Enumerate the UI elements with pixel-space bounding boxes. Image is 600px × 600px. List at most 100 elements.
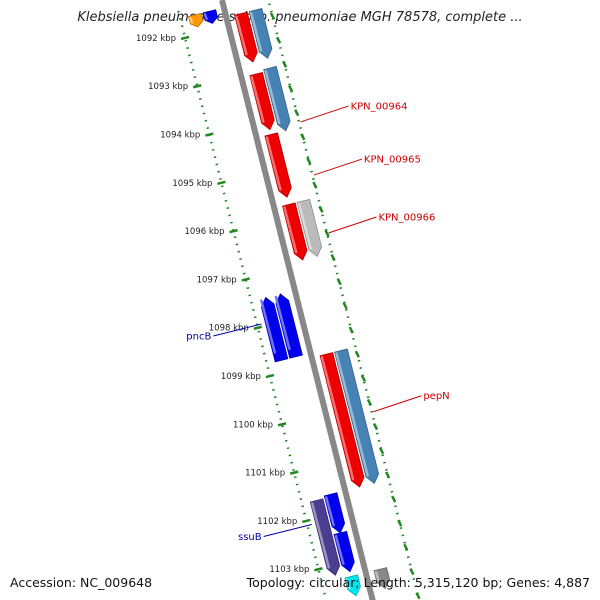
gene-highlight (265, 136, 282, 191)
gene-arrow[interactable] (319, 352, 365, 488)
ruler-major-tick (277, 422, 287, 427)
ruler-minor-tick (294, 109, 300, 117)
ruler-minor-tick (312, 181, 318, 189)
ruler-minor-tick (403, 543, 409, 551)
topology-text: Topology: circular; Length: 5,315,120 bp… (246, 575, 590, 590)
ruler-minor-tick (336, 278, 342, 286)
gene-highlight (203, 13, 208, 20)
gene-highlight (264, 69, 281, 125)
map-title: Klebsiella pneumoniae subsp. pneumoniae … (77, 10, 523, 25)
gene-arrow[interactable] (202, 9, 218, 24)
gene-feature[interactable] (274, 293, 303, 359)
gene-label-leader (263, 524, 312, 537)
gene-arrow[interactable] (334, 348, 380, 485)
gene-label-pepn[interactable]: pepN (423, 391, 449, 402)
tick-label: 1094 kbp (160, 131, 200, 141)
gene-arrow[interactable] (263, 65, 291, 132)
ruler-minor-tick (306, 157, 312, 165)
gene-feature[interactable] (333, 530, 355, 573)
gene-label-kpn-00965[interactable]: KPN_00965 (364, 155, 421, 166)
gene-feature[interactable] (263, 65, 291, 132)
gene-label-leader (328, 216, 377, 234)
gene-highlight (189, 16, 194, 24)
gene-highlight (335, 352, 369, 477)
gene-highlight (374, 570, 380, 583)
ruler-layer: 1092 kbp 1093 kbp 1094 kbp 1095 kbp 1096 kbp… (136, 0, 421, 600)
ruler-minor-tick (409, 567, 415, 576)
gene-arrow[interactable] (373, 567, 391, 590)
ruler-minor-tick (342, 302, 348, 310)
gene-feature[interactable] (334, 348, 380, 485)
gene-label-leader (213, 323, 262, 337)
gene-arrow[interactable] (296, 198, 323, 258)
gene-arrow[interactable] (234, 11, 258, 63)
gene-feature[interactable] (323, 492, 346, 534)
ruler-minor-tick (385, 471, 391, 479)
gene-arrow[interactable] (249, 72, 275, 131)
ruler-major-tick (289, 470, 299, 475)
gene-feature[interactable] (296, 198, 323, 258)
gene-label-leader (373, 395, 422, 413)
gene-feature[interactable] (344, 574, 361, 597)
tick-label: 1097 kbp (197, 275, 237, 285)
tick-label: 1103 kbp (269, 565, 309, 575)
tick-label: 1095 kbp (172, 179, 212, 189)
gene-highlight (324, 496, 335, 527)
gene-feature[interactable] (188, 12, 204, 28)
gene-arrow[interactable] (188, 12, 204, 28)
gene-highlight (297, 202, 312, 250)
gene-label-leader (300, 105, 349, 123)
ruler-minor-tick (330, 254, 336, 262)
gene-arrow[interactable] (309, 498, 341, 576)
ruler-major-tick (314, 567, 323, 572)
ruler-major-tick (229, 228, 238, 234)
gene-highlight (274, 295, 291, 351)
gene-label-ssub[interactable]: ssuB (238, 532, 262, 543)
gene-feature[interactable] (260, 296, 289, 363)
ruler-minor-tick (269, 12, 276, 20)
gene-arrow[interactable] (282, 202, 308, 261)
gene-highlight (235, 15, 248, 56)
ruler-major-tick (180, 35, 190, 41)
ruler-minor-tick (324, 229, 330, 237)
tick-label: 1093 kbp (148, 82, 188, 92)
backbone-layer (219, 0, 376, 600)
gene-feature[interactable] (234, 11, 258, 63)
ruler-minor-tick (348, 326, 354, 334)
gene-label-kpn-00964[interactable]: KPN_00964 (351, 101, 408, 112)
gene-feature[interactable] (309, 498, 341, 576)
left-ruler-line (177, 10, 328, 600)
gene-label-pncb[interactable]: pncB (186, 332, 211, 343)
gene-label-kpn-00966[interactable]: KPN_00966 (378, 213, 435, 224)
gene-label-leader (313, 158, 363, 176)
gene-layer[interactable] (188, 8, 391, 597)
gene-feature[interactable] (202, 9, 218, 24)
gene-highlight (249, 11, 263, 52)
gene-feature[interactable] (249, 72, 275, 131)
tick-label: 1100 kbp (233, 420, 273, 430)
gene-arrow[interactable] (323, 492, 346, 534)
gene-arrow[interactable] (264, 132, 292, 198)
gene-arrow[interactable] (248, 8, 273, 59)
tick-label: 1101 kbp (245, 469, 285, 479)
gene-feature[interactable] (248, 8, 273, 59)
gene-feature[interactable] (373, 567, 391, 590)
ruler-major-tick (217, 180, 226, 186)
ruler-minor-tick (281, 60, 288, 68)
ruler-minor-tick (300, 133, 306, 141)
gene-feature[interactable] (319, 352, 365, 488)
gene-highlight (250, 75, 265, 123)
gene-highlight (320, 356, 355, 481)
gene-arrow[interactable] (344, 574, 361, 597)
gene-feature[interactable] (282, 202, 308, 261)
ruler-minor-tick (397, 519, 403, 527)
gene-arrow[interactable] (333, 530, 355, 573)
gene-highlight (334, 534, 345, 565)
gene-highlight (311, 502, 331, 569)
ruler-minor-tick (318, 205, 324, 213)
label-layer: KPN_00964 KPN_00965 KPN_00966 pepN pncB ssuB (186, 101, 449, 543)
ruler-major-tick (302, 518, 311, 524)
ruler-major-tick (253, 325, 263, 330)
gene-feature[interactable] (264, 132, 292, 198)
